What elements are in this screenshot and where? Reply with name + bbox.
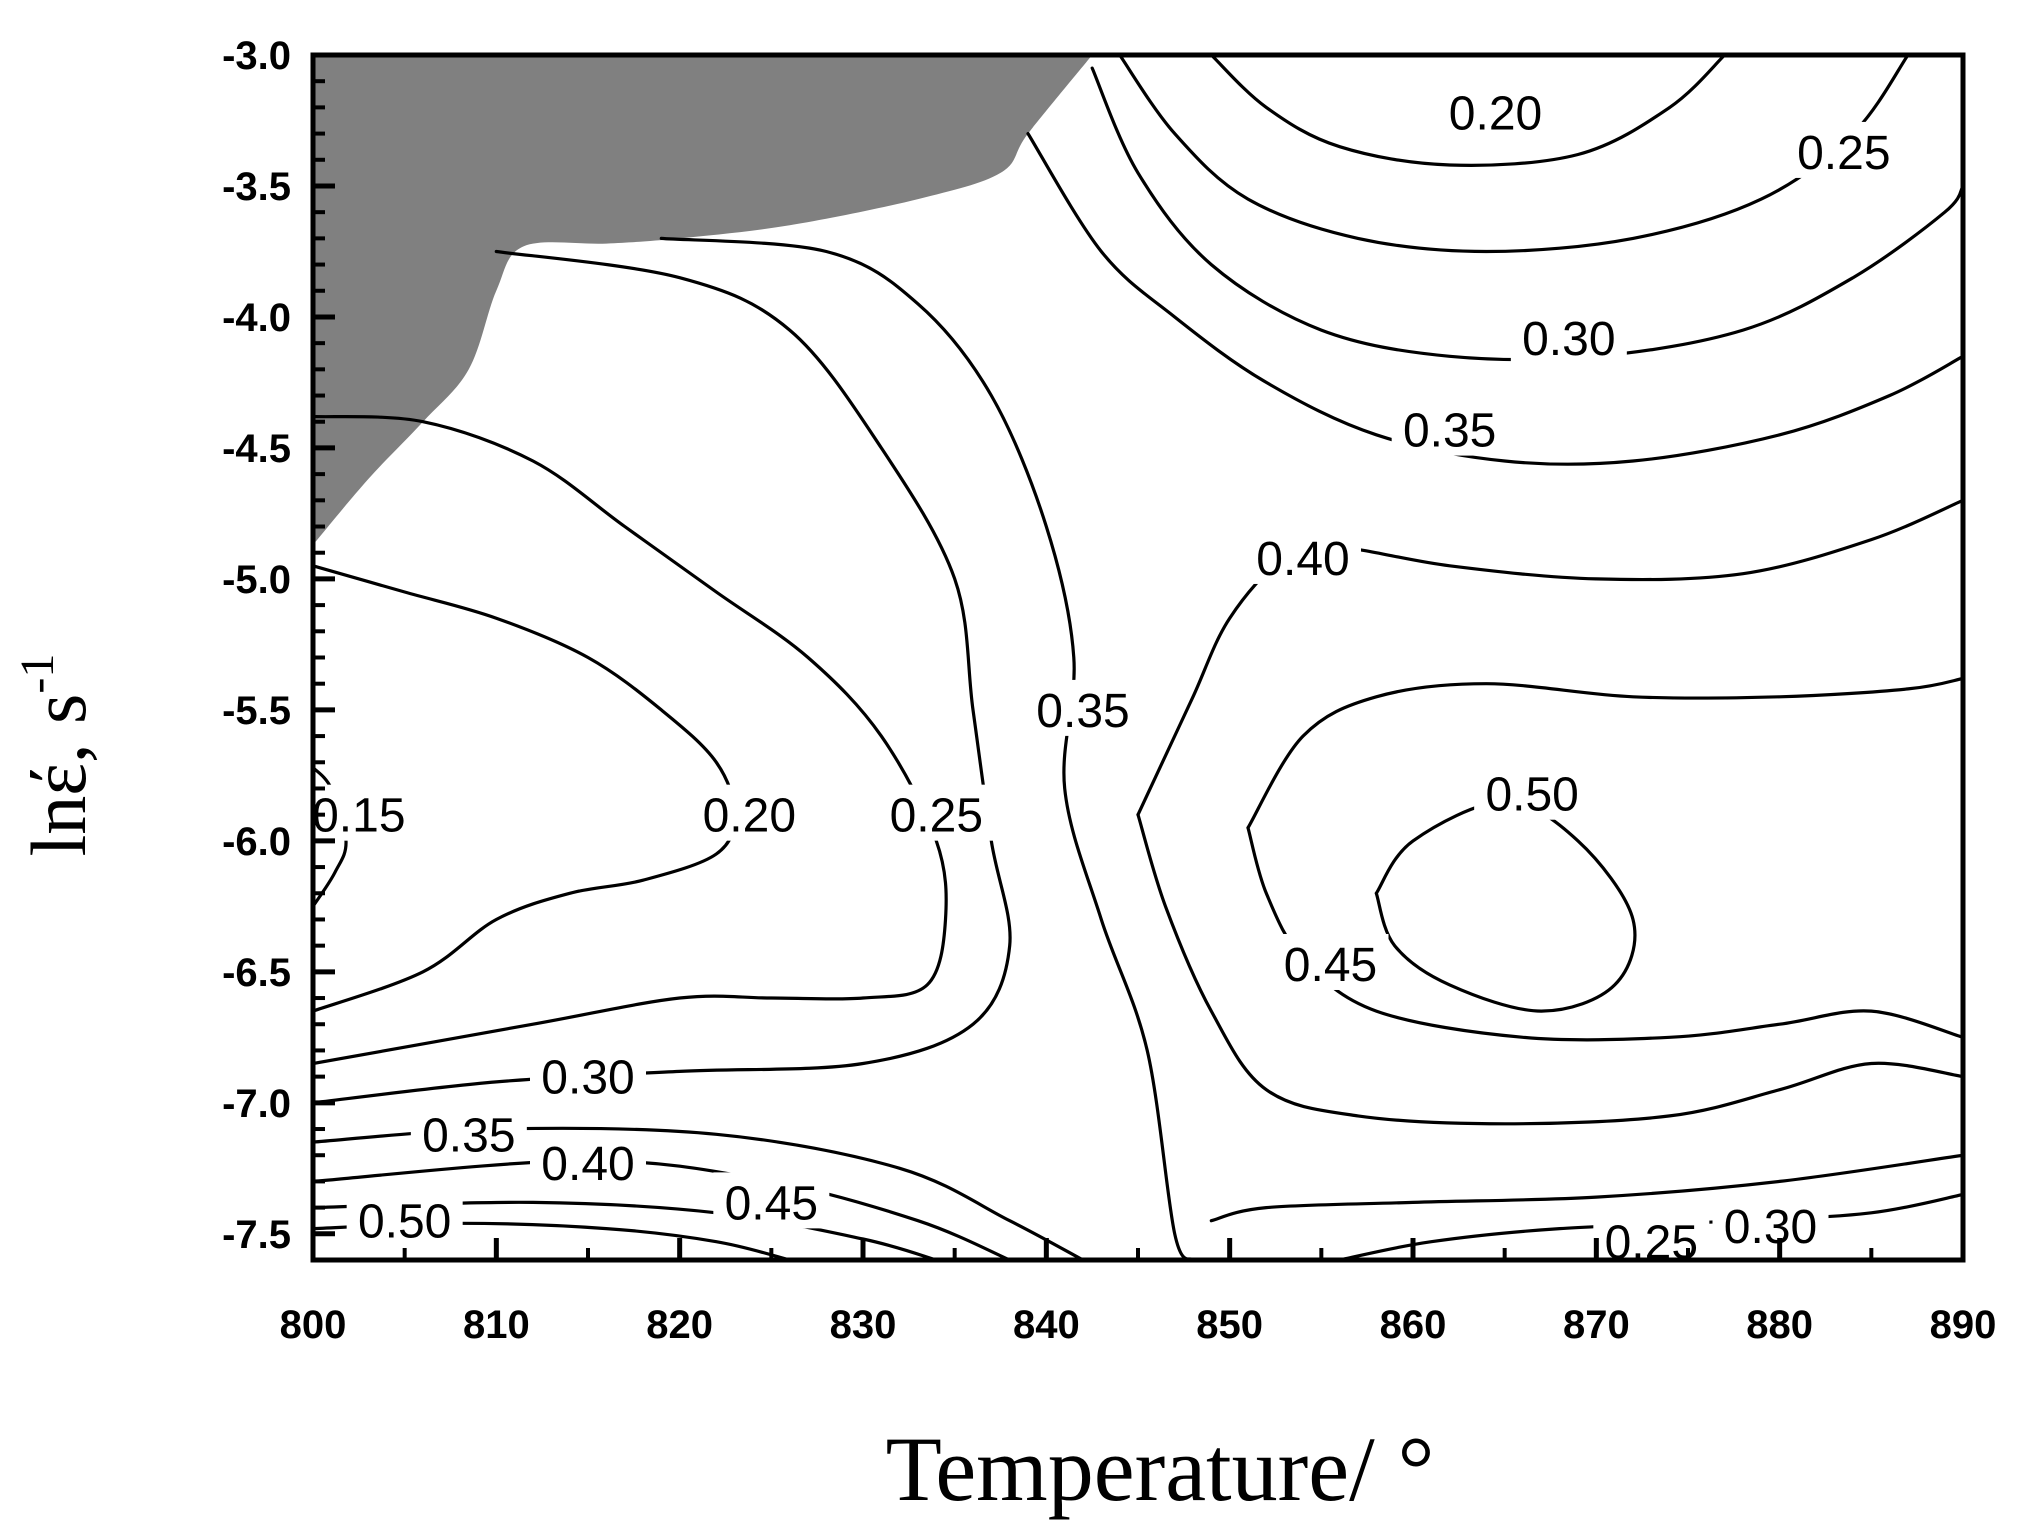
contour-label: 0.35 [1025,679,1141,738]
contour-label-text: 0.20 [1449,88,1542,141]
contour-label: 0.45 [1272,933,1389,992]
x-tick-label: 840 [1013,1303,1080,1347]
contour-label-background [691,784,808,841]
y-axis-title-main: lnέ, s [15,694,102,857]
x-tick-label: 880 [1746,1303,1813,1347]
contour-label-background [1025,679,1141,736]
contour-label-background [410,1104,527,1161]
y-tick-label: -7.5 [222,1213,291,1257]
contour-label: 0.35 [1391,399,1508,458]
contour-label: 0.30 [530,1046,646,1105]
contour-label-background [713,1172,830,1229]
contour-label: 0.45 [713,1172,830,1230]
contour-label-background [530,1046,646,1103]
contour-label-text: 0.35 [1403,405,1496,458]
contour-label-text: 0.50 [1485,769,1578,822]
contour-label-text: 0.30 [541,1052,634,1105]
contour-label: 0.50 [1474,763,1591,822]
contour-line-0.25 [313,414,948,1066]
contour-label: 0.30 [1510,307,1627,366]
contour-label: 0.15 [300,784,417,843]
contour-label-text: 0.40 [541,1138,634,1191]
contour-label: 0.30 [1712,1195,1829,1254]
y-tick-label: -6.0 [222,820,291,864]
y-tick-label: -5.0 [222,558,291,602]
contour-label-background [1785,121,1902,178]
contour-label: 0.35 [410,1104,527,1162]
contour-line-0.30 [1090,66,1963,362]
y-tick-label: -3.0 [222,34,291,78]
y-tick-label: -4.0 [222,296,291,340]
x-tick-label: 890 [1930,1303,1997,1347]
y-tick-label: -7.0 [222,1082,291,1126]
x-tick-label: 830 [830,1303,897,1347]
y-axis-title: lnέ, s-1 [11,654,102,857]
contour-label-background [1391,399,1508,456]
y-tick-label: -6.5 [222,951,291,995]
y-tick-label: -4.5 [222,427,291,471]
contour-label-text: 0.40 [1256,533,1349,586]
contour-label-text: 0.15 [312,790,405,843]
contour-label-background [1474,763,1591,820]
contour-line-0.30 [313,249,1012,1105]
contour-label-background [530,1133,646,1190]
contour-label-background [878,784,995,841]
contour-line-0.20 [1209,55,1727,167]
y-tick-labels: -3.0 -3.5 -4.0 -4.5 -5.0 -5.5 -6.0 -6.5 -7.0 -7.5 [222,34,291,1257]
contour-label-text: 0.25 [1797,127,1890,180]
contour-label: 0.40 [1245,527,1361,586]
contour-label: 0.20 [1437,82,1554,141]
contour-label-text: 0.30 [1522,313,1615,366]
instability-region [313,55,1093,545]
contour-label-background [1712,1195,1829,1252]
contour-line-0.15 [313,765,348,908]
contour-line-0.35 [659,236,1195,1260]
contour-label-background [346,1190,463,1247]
contour-label: 0.20 [691,784,808,843]
instability-region-layer [313,55,1093,545]
contour-label: 0.40 [530,1133,646,1191]
plot-frame [310,52,1966,1263]
contour-label-text: 0.25 [890,790,983,843]
contour-label-text: 0.30 [1724,1201,1817,1254]
y-tick-label: -3.5 [222,165,291,209]
contour-label-background [1437,82,1554,139]
contour-label-text: 0.20 [703,790,796,843]
contour-label-text: 0.50 [358,1196,451,1249]
contour-line-0.40 [1136,498,1963,817]
x-tick-label: 870 [1563,1303,1630,1347]
x-axis-title: Temperature/ ° [886,1418,1435,1520]
contour-label: 0.25 [1785,121,1902,180]
x-tick-label: 810 [463,1303,530,1347]
contour-line-0.45 [1246,826,1963,1042]
x-tick-label: 800 [280,1303,347,1347]
contour-label: 0.25 [878,784,995,843]
contour-line-0.45 [1246,676,1963,830]
contour-label-text: 0.45 [1284,939,1377,992]
x-tick-label: 860 [1380,1303,1447,1347]
contour-label-background [1245,527,1361,584]
x-tick-label: 820 [646,1303,713,1347]
x-tick-label: 850 [1196,1303,1263,1347]
contour-label-text: 0.35 [1036,685,1129,738]
contour-labels-layer: 0.15 0.20 0.25 0.30 0.35 0.40 0.45 0.50 0.35 0.20… [300,82,1902,1270]
contour-label-background [1272,933,1389,990]
contour-label: 0.50 [346,1190,463,1249]
y-axis-title-superscript: -1 [11,654,64,694]
contour-label-background [1510,307,1627,364]
contour-label-text: 0.45 [725,1177,818,1230]
contour-label-text: 0.35 [422,1109,515,1162]
y-tick-label: -5.5 [222,689,291,733]
contour-line-0.50 [1374,800,1637,1013]
contour-line-0.45 [1136,813,1963,1126]
x-tick-labels: 800 810 820 830 840 850 860 870 880 890 [280,1303,1997,1347]
contour-line-0.25 [1209,1153,1963,1223]
